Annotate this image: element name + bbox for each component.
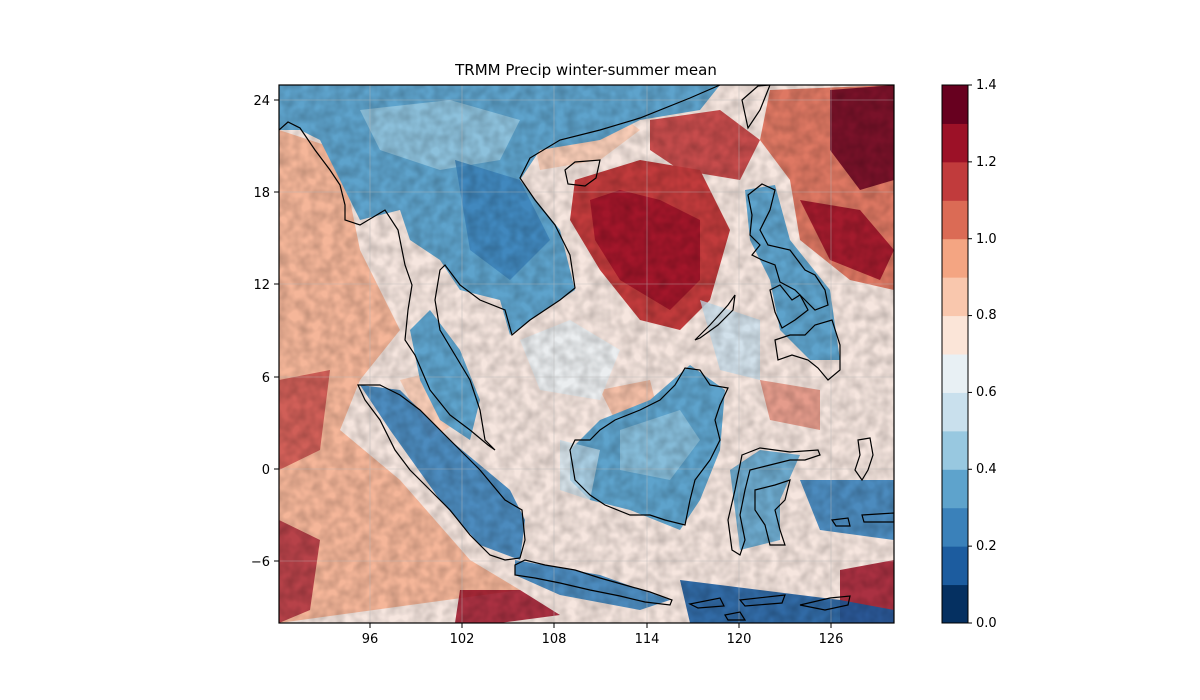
colorbar-labels: 0.0 0.2 0.4 0.6 0.8 1.0 1.2 1.4 xyxy=(976,78,997,631)
coastline-visayas xyxy=(769,284,809,329)
colorbar-segment xyxy=(942,161,968,201)
lon-tick-label: 120 xyxy=(727,632,752,647)
colorbar-segment xyxy=(942,277,968,317)
lat-tick-label: 12 xyxy=(253,278,270,293)
colorbar-segment xyxy=(942,123,968,163)
lon-tick-label: 108 xyxy=(542,632,567,647)
gridlines xyxy=(279,85,894,623)
colorbar-segment xyxy=(942,430,968,470)
coastline-taiwan xyxy=(741,85,771,130)
colorbar-segment xyxy=(942,507,968,547)
colorbar-segment xyxy=(942,584,968,624)
lon-tick-label: 96 xyxy=(362,632,379,647)
coastline-luzon xyxy=(747,183,829,311)
colorbar-tick-label: 0.4 xyxy=(976,462,997,477)
precip-field xyxy=(279,85,894,623)
coastline-palawan xyxy=(694,294,736,341)
colorbar-segment xyxy=(942,354,968,393)
map-frame xyxy=(278,84,895,624)
coastline-mainland xyxy=(279,85,721,451)
lat-axis: 24 18 12 6 0 −6 xyxy=(251,94,279,570)
lon-tick-label: 126 xyxy=(819,632,844,647)
coastline-new-guinea xyxy=(830,512,894,527)
coastline-borneo xyxy=(569,367,729,526)
coastline-java xyxy=(514,559,673,606)
colorbar-segment xyxy=(942,469,968,509)
colorbar-tick-label: 0.0 xyxy=(976,616,997,631)
lat-tick-label: 18 xyxy=(253,186,270,201)
coastlines xyxy=(279,85,894,621)
colorbar-segment xyxy=(942,238,968,278)
colorbar-segment xyxy=(942,315,968,355)
map-title: TRMM Precip winter-summer mean xyxy=(455,61,717,79)
colorbar-tick-label: 0.8 xyxy=(976,308,997,323)
coastline-mindanao xyxy=(774,319,841,381)
colorbar-segment xyxy=(942,392,968,432)
coastline-hainan xyxy=(564,159,601,187)
coastline-sulawesi xyxy=(727,447,821,556)
coastline-sumatra xyxy=(357,384,526,561)
colorbar-tick-label: 1.4 xyxy=(976,78,997,93)
colorbar-tick-label: 1.0 xyxy=(976,232,997,247)
coastline-halmahera xyxy=(854,437,874,482)
colorbar-tick-label: 0.2 xyxy=(976,539,997,554)
coastline-sulawesi-se xyxy=(754,479,791,546)
coastline-lesser-sunda xyxy=(688,594,851,621)
colorbar-segment xyxy=(942,546,968,586)
colorbar xyxy=(941,84,972,624)
colorbar-segment xyxy=(942,200,968,240)
lat-tick-label: 6 xyxy=(262,371,270,386)
lat-tick-label: 0 xyxy=(262,463,270,478)
lon-tick-label: 114 xyxy=(635,632,660,647)
colorbar-tick-label: 1.2 xyxy=(976,155,997,170)
colorbar-frame xyxy=(941,84,969,624)
colorbar-segment xyxy=(942,85,968,124)
lon-tick-label: 102 xyxy=(450,632,475,647)
lat-tick-label: −6 xyxy=(251,555,270,570)
colorbar-tick-label: 0.6 xyxy=(976,385,997,400)
lon-axis: 96 102 108 114 120 126 xyxy=(362,623,844,647)
lat-tick-label: 24 xyxy=(253,94,270,109)
